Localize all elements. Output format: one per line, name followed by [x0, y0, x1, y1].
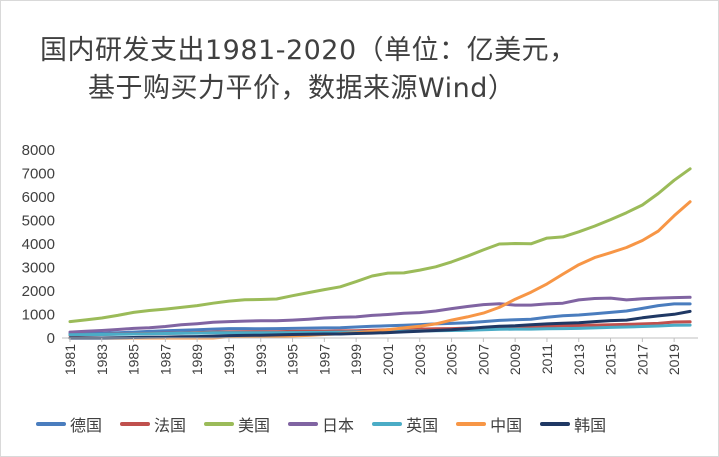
- x-tick-label: 1983: [94, 344, 110, 375]
- legend-swatch: [36, 422, 66, 426]
- y-tick-label: 1000: [22, 307, 55, 324]
- legend-swatch: [288, 422, 319, 426]
- series-line-5: [68, 200, 692, 340]
- legend-swatch: [540, 422, 571, 426]
- series-lines: [68, 167, 692, 340]
- legend-label: 韩国: [574, 416, 607, 435]
- legend-swatch: [456, 422, 487, 426]
- x-tick-label: 2005: [444, 344, 460, 375]
- y-tick-label: 8000: [22, 142, 55, 159]
- y-tick-label: 0: [47, 330, 55, 347]
- legend-item: 英国: [372, 412, 438, 436]
- legend: 德国 法国 美国 日本 英国 中国 韩国: [36, 412, 624, 436]
- x-tick-label: 2003: [412, 344, 428, 375]
- y-tick-label: 4000: [22, 236, 55, 253]
- legend-item: 韩国: [540, 412, 606, 436]
- x-tick-label: 2019: [666, 344, 682, 375]
- x-tick-label: 2009: [507, 344, 523, 375]
- series-line-2: [68, 167, 692, 324]
- y-axis: 0 1000 2000 3000 4000 5000 6000 7000 8000: [22, 142, 55, 347]
- x-tick-label: 2015: [603, 344, 619, 375]
- y-tick-label: 2000: [22, 283, 55, 300]
- legend-item: 中国: [456, 412, 522, 436]
- x-tick-label: 1993: [253, 344, 269, 375]
- chart-title-line-1: 国内研发支出1981-2020（单位：亿美元，: [40, 35, 577, 66]
- x-tick-label: 1981: [62, 344, 78, 375]
- series-line-3: [68, 295, 692, 334]
- x-tick-label: 2013: [571, 344, 587, 375]
- legend-swatch: [372, 422, 403, 426]
- legend-item: 美国: [204, 412, 270, 436]
- legend-label: 美国: [238, 416, 271, 435]
- legend-label: 德国: [70, 416, 103, 435]
- legend-item: 法国: [120, 412, 186, 436]
- legend-label: 法国: [154, 416, 187, 435]
- y-tick-label: 7000: [22, 166, 55, 183]
- x-tick-label: 1991: [221, 344, 237, 375]
- x-tick-label: 1987: [157, 344, 173, 375]
- x-tick-label: 1997: [316, 344, 332, 375]
- legend-swatch: [120, 422, 151, 426]
- y-tick-label: 3000: [22, 260, 55, 277]
- y-tick-label: 6000: [22, 189, 55, 206]
- legend-item: 德国: [36, 412, 102, 436]
- x-tick-label: 1989: [189, 344, 205, 375]
- series-line-6: [68, 309, 692, 340]
- legend-swatch: [204, 422, 235, 426]
- legend-item: 日本: [288, 412, 354, 436]
- x-tick-label: 1999: [348, 344, 364, 375]
- x-tick-label: 2017: [634, 344, 650, 375]
- legend-label: 英国: [406, 416, 439, 435]
- x-tick-label: 2007: [475, 344, 491, 375]
- chart-title-line-2: 基于购买力平价，数据来源Wind）: [88, 73, 516, 104]
- y-tick-label: 5000: [22, 213, 55, 230]
- x-tick-label: 1985: [126, 344, 142, 375]
- x-tick-label: 1995: [285, 344, 301, 375]
- series-line-0: [68, 302, 692, 336]
- x-tick-label: 2001: [380, 344, 396, 375]
- x-axis: 1981 1983 1985 1987 1989 1991 1993 1995 1997 1999…: [62, 338, 682, 375]
- legend-label: 中国: [490, 416, 523, 435]
- x-tick-label: 2011: [539, 344, 555, 374]
- legend-label: 日本: [322, 416, 355, 435]
